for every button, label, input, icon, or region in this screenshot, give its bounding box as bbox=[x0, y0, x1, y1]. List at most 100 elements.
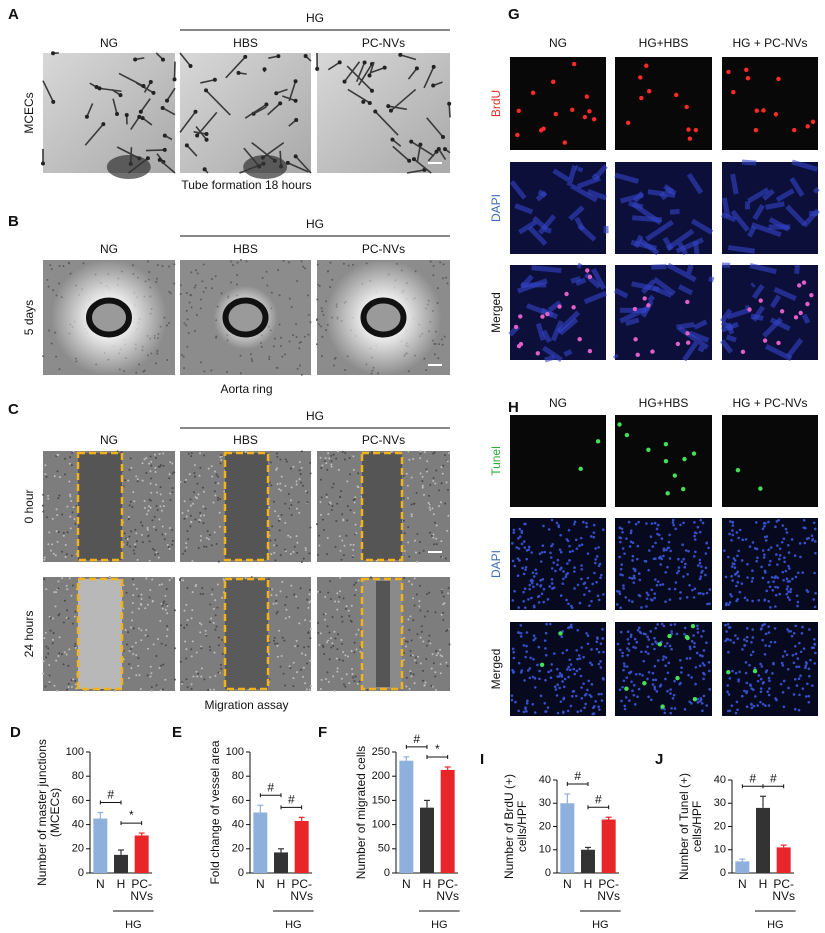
speck bbox=[70, 679, 73, 682]
nucleus bbox=[531, 675, 535, 679]
nucleus bbox=[530, 581, 534, 585]
speck bbox=[428, 591, 431, 594]
nucleus bbox=[696, 631, 700, 634]
nucleus bbox=[668, 587, 671, 591]
stained-nucleus bbox=[796, 283, 802, 288]
nucleus bbox=[768, 679, 771, 683]
tube bbox=[112, 98, 118, 115]
tube bbox=[159, 159, 176, 174]
speck bbox=[181, 681, 184, 684]
cell-body bbox=[638, 237, 660, 256]
nucleus bbox=[565, 598, 568, 602]
x-tick-label: PC-NVs bbox=[436, 877, 459, 903]
speck bbox=[351, 555, 354, 558]
nucleus bbox=[790, 634, 794, 638]
tube bbox=[295, 155, 312, 174]
nucleus bbox=[527, 545, 531, 549]
micrograph bbox=[509, 162, 609, 254]
nucleus bbox=[653, 685, 657, 689]
speck bbox=[66, 609, 69, 612]
nucleus bbox=[619, 606, 622, 609]
nucleus bbox=[515, 546, 519, 549]
speck bbox=[317, 632, 320, 635]
nucleus bbox=[568, 544, 571, 548]
nucleus bbox=[728, 532, 731, 536]
y-tick-label: 0 bbox=[384, 867, 390, 879]
nucleus bbox=[593, 705, 596, 708]
nucleus bbox=[643, 559, 647, 563]
speck bbox=[198, 621, 201, 624]
speck bbox=[406, 640, 409, 643]
speck bbox=[332, 675, 335, 678]
speck bbox=[185, 542, 188, 545]
speck bbox=[210, 465, 213, 468]
speck bbox=[273, 639, 276, 642]
nucleus bbox=[807, 694, 811, 698]
speck bbox=[434, 675, 437, 678]
speck bbox=[421, 486, 424, 489]
speck bbox=[332, 482, 335, 485]
nucleus bbox=[704, 566, 708, 570]
nucleus bbox=[787, 551, 791, 554]
nucleus bbox=[618, 590, 621, 593]
cell-body bbox=[677, 325, 709, 350]
nucleus bbox=[774, 525, 777, 529]
stained-nucleus bbox=[570, 107, 575, 113]
nucleus bbox=[795, 665, 798, 669]
nucleus bbox=[700, 702, 704, 705]
nucleus bbox=[802, 518, 806, 522]
wound-border bbox=[76, 451, 124, 562]
speck bbox=[308, 688, 311, 691]
speck bbox=[158, 667, 161, 670]
speck bbox=[154, 466, 157, 469]
nucleus bbox=[524, 606, 527, 610]
speck bbox=[347, 655, 350, 658]
bar bbox=[294, 820, 309, 873]
speck bbox=[335, 457, 338, 460]
speck bbox=[173, 609, 176, 612]
nucleus bbox=[618, 648, 622, 652]
speck bbox=[407, 618, 410, 621]
stained-nucleus bbox=[585, 268, 590, 273]
nucleus bbox=[665, 642, 669, 645]
speck bbox=[295, 639, 298, 642]
nucleus bbox=[740, 694, 744, 698]
speck bbox=[326, 671, 329, 674]
speck bbox=[435, 524, 438, 527]
stained-nucleus bbox=[660, 704, 665, 709]
nucleus bbox=[698, 561, 702, 565]
speck bbox=[218, 525, 221, 528]
nucleus bbox=[764, 632, 768, 636]
micrograph bbox=[42, 576, 176, 692]
nucleus bbox=[511, 559, 515, 563]
nucleus bbox=[698, 558, 702, 562]
speck bbox=[63, 651, 66, 654]
speck bbox=[354, 675, 357, 678]
nucleus bbox=[692, 555, 696, 558]
speck bbox=[179, 284, 182, 287]
nucleus bbox=[764, 539, 768, 542]
nucleus bbox=[532, 634, 536, 637]
nucleus bbox=[782, 679, 786, 683]
nucleus bbox=[652, 557, 656, 561]
speck bbox=[301, 675, 304, 678]
nucleus bbox=[790, 538, 794, 541]
x-tick-label: H bbox=[759, 877, 768, 891]
speck bbox=[200, 647, 203, 650]
speck bbox=[335, 657, 338, 660]
nucleus bbox=[801, 625, 804, 629]
speck bbox=[442, 464, 445, 467]
speck bbox=[320, 466, 323, 469]
cell-body bbox=[532, 215, 548, 231]
stained-nucleus bbox=[530, 90, 536, 96]
nucleus bbox=[595, 580, 598, 584]
stained-nucleus bbox=[571, 61, 577, 67]
speck bbox=[74, 522, 77, 525]
speck bbox=[352, 455, 355, 458]
nucleus bbox=[595, 555, 599, 558]
nucleus bbox=[528, 587, 531, 591]
micrograph bbox=[315, 52, 452, 174]
nucleus bbox=[680, 666, 683, 670]
tube bbox=[173, 61, 176, 80]
micrograph bbox=[612, 262, 715, 362]
